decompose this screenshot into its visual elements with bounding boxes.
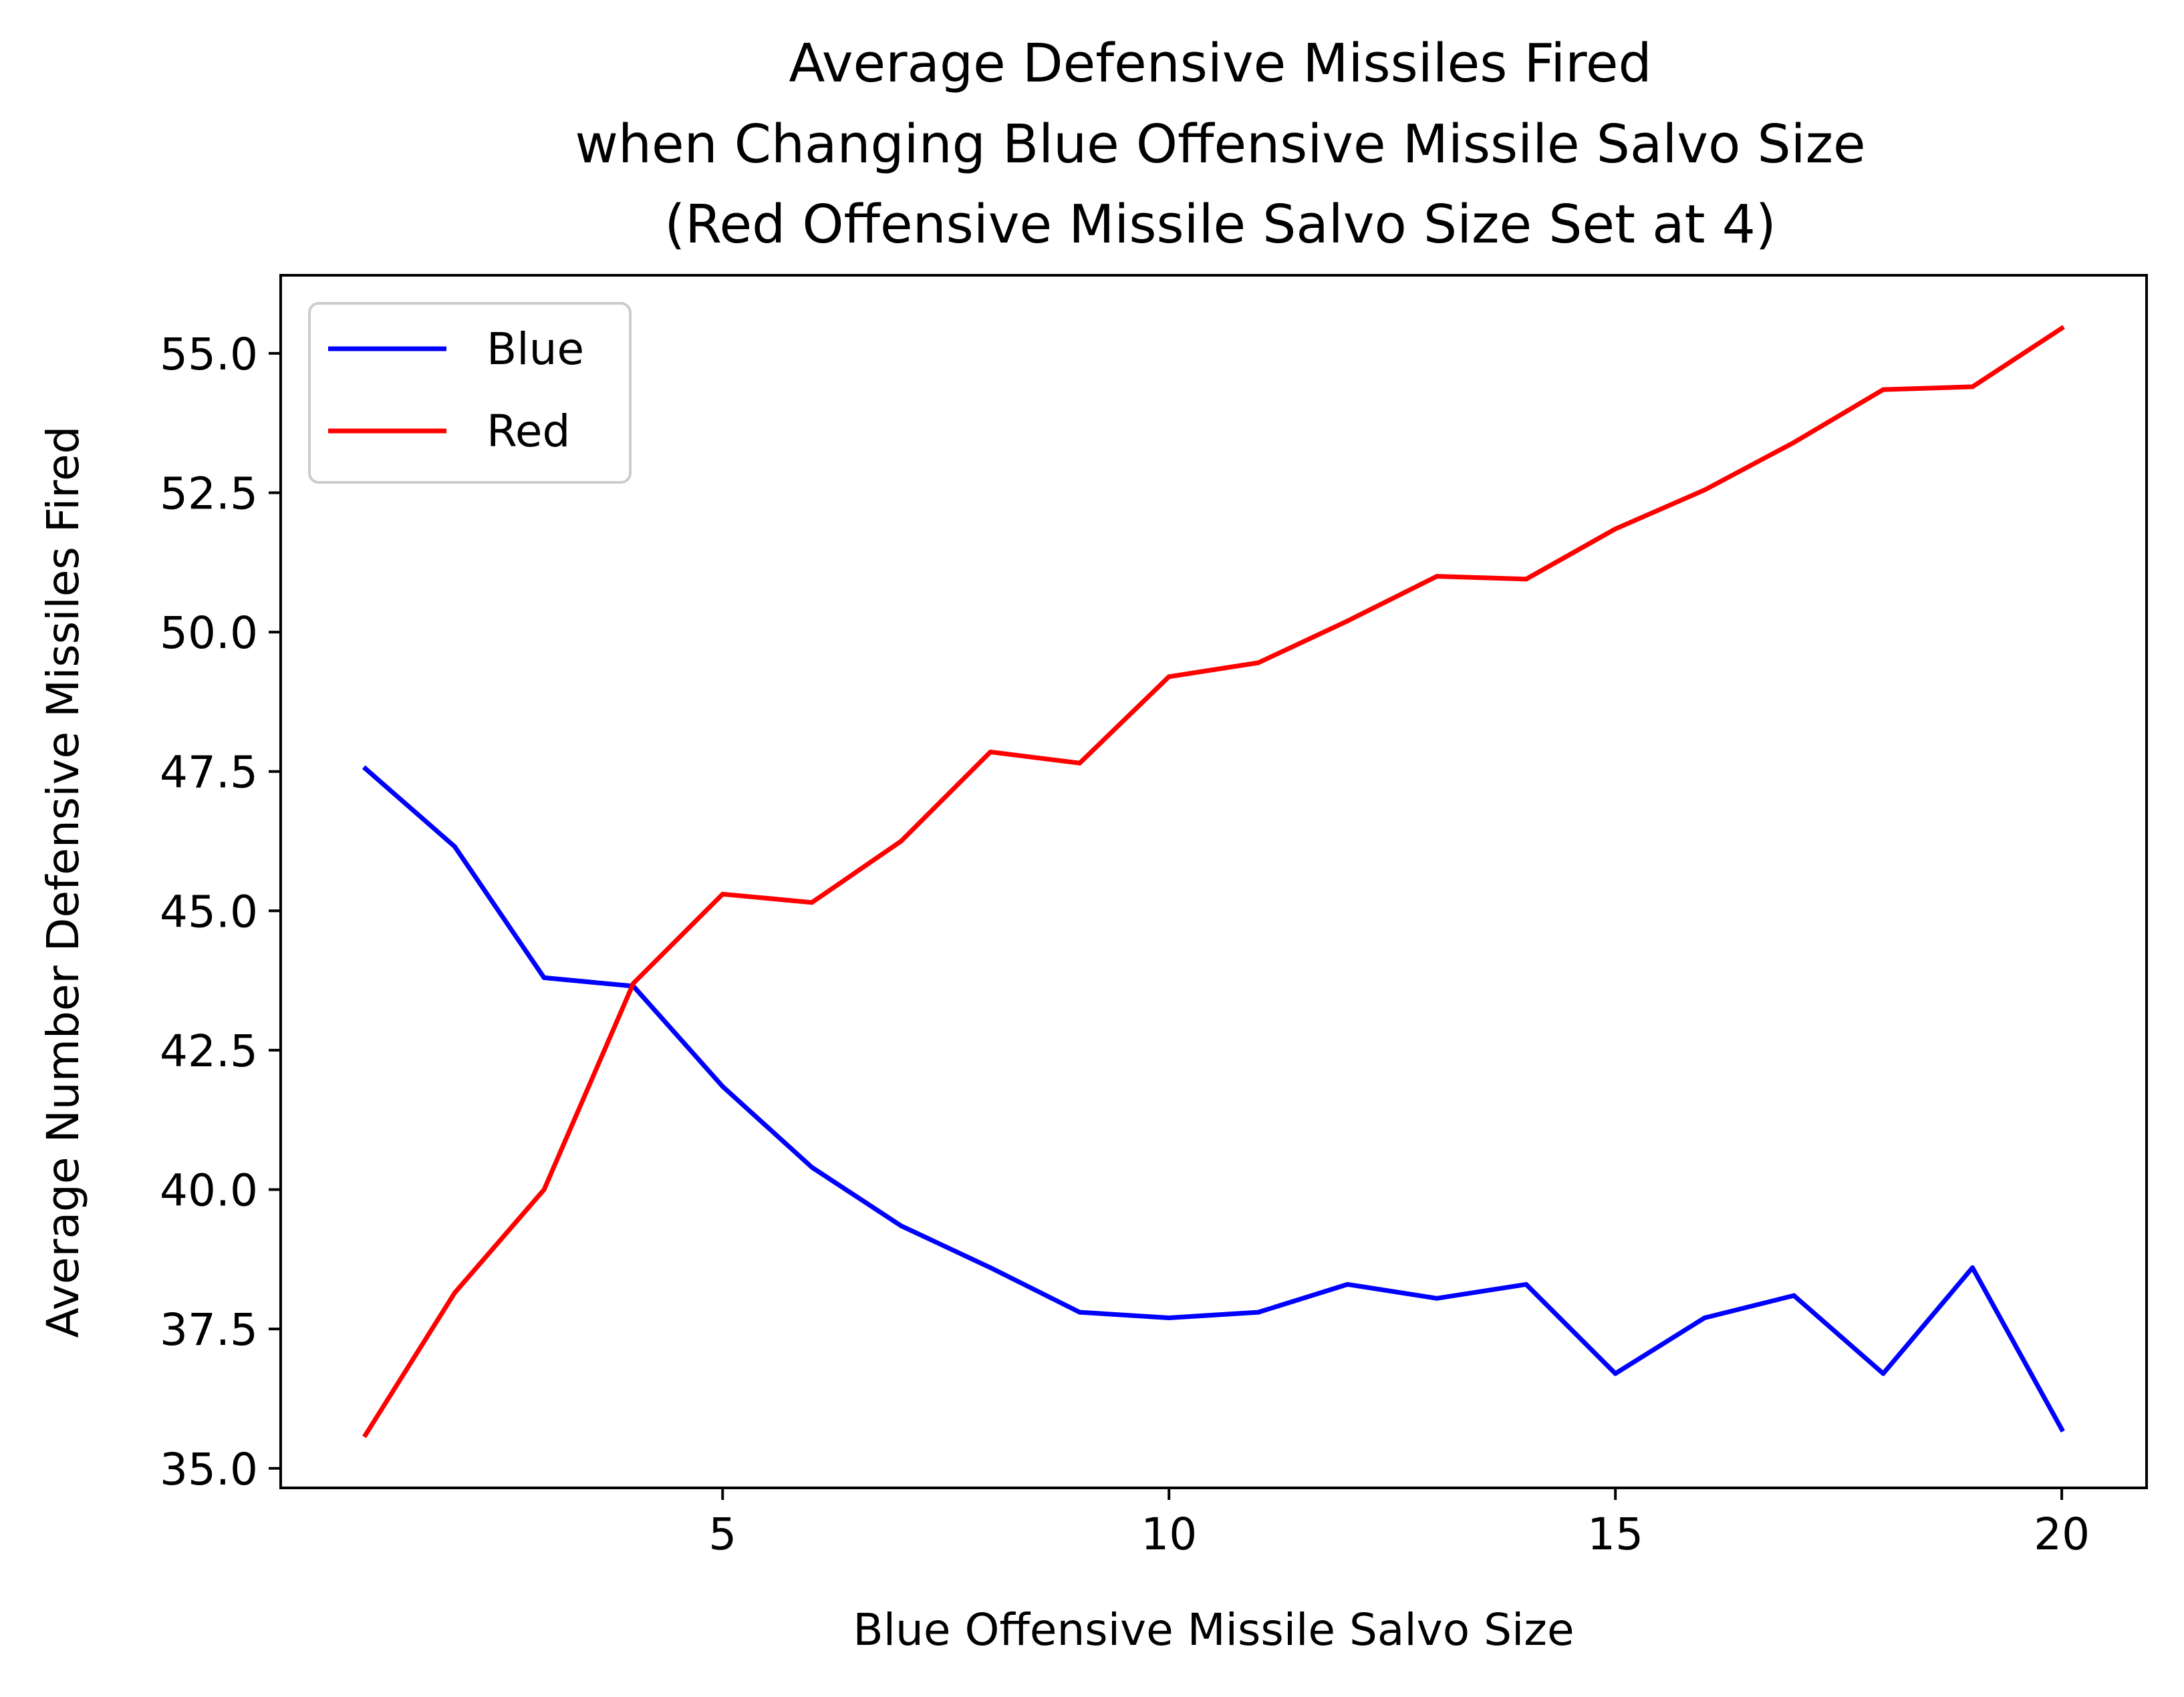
y-tick-label: 45.0 [160, 886, 258, 937]
data-point-red [1970, 384, 1975, 390]
series-line-blue [362, 765, 2065, 1433]
y-tick-label: 52.5 [160, 468, 258, 519]
data-point-red [452, 1290, 457, 1295]
data-point-blue [1702, 1316, 1708, 1320]
data-point-blue [1791, 1293, 1796, 1298]
data-point-red [1881, 387, 1886, 392]
data-point-red [363, 1432, 368, 1438]
data-point-blue [1613, 1371, 1618, 1376]
series-lines [362, 325, 2065, 1438]
data-point-blue [988, 1265, 993, 1270]
data-point-red [1345, 618, 1350, 623]
data-point-red [809, 900, 815, 905]
data-point-blue [1881, 1371, 1886, 1376]
data-point-blue [363, 766, 368, 771]
data-point-blue [1166, 1316, 1172, 1320]
data-point-blue [541, 975, 547, 980]
data-point-red [1077, 760, 1083, 766]
data-point-blue [1970, 1265, 1975, 1270]
y-tick-label: 47.5 [160, 747, 258, 798]
data-point-blue [2059, 1426, 2064, 1432]
y-tick-label: 40.0 [160, 1165, 258, 1217]
data-point-red [1702, 487, 1708, 492]
data-point-red [2059, 325, 2064, 331]
plot-frame [279, 274, 2148, 1489]
y-tick-label: 42.5 [160, 1026, 258, 1077]
legend-label-blue: Blue [487, 323, 584, 375]
x-axis-label: Blue Offensive Missile Salvo Size [853, 1604, 1574, 1656]
data-point-blue [1345, 1281, 1350, 1287]
series-line-red [362, 325, 2065, 1438]
x-tick-label: 5 [708, 1509, 736, 1560]
y-tick-label: 35.0 [160, 1444, 258, 1495]
data-point-red [1166, 674, 1172, 679]
y-tick-label: 50.0 [160, 607, 258, 659]
chart-title-line-3: (Red Offensive Missile Salvo Size Set at… [664, 194, 1776, 255]
data-point-blue [809, 1165, 815, 1170]
data-point-red [1791, 440, 1796, 445]
data-point-red [1434, 574, 1440, 579]
chart-title-line-1: Average Defensive Missiles Fired [789, 33, 1651, 94]
legend: Blue Red [308, 302, 632, 484]
x-tick-label: 10 [1141, 1509, 1197, 1560]
data-point-red [541, 1187, 547, 1193]
x-tick-label: 15 [1587, 1509, 1643, 1560]
data-point-blue [1077, 1309, 1083, 1315]
data-point-blue [898, 1223, 904, 1229]
y-axis-ticks: 35.0 37.5 40.0 42.5 45.0 47.5 50.0 52.5 55.0 [160, 329, 281, 1495]
y-axis-label: Average Number Defensive Missiles Fired [37, 426, 89, 1338]
x-axis-ticks: 5 10 15 20 [708, 1488, 2090, 1560]
chart-title-line-2: when Changing Blue Offensive Missile Sal… [575, 114, 1865, 175]
data-point-blue [1524, 1281, 1529, 1287]
data-point-red [898, 838, 904, 844]
data-point-red [631, 981, 636, 986]
y-tick-label: 37.5 [160, 1304, 258, 1356]
data-point-blue [1434, 1295, 1440, 1301]
x-tick-label: 20 [2034, 1509, 2090, 1560]
y-tick-label: 55.0 [160, 329, 258, 380]
data-point-red [720, 891, 725, 897]
data-point-red [1256, 660, 1261, 665]
legend-label-red: Red [487, 406, 570, 457]
data-point-blue [452, 844, 457, 849]
data-point-red [988, 750, 993, 754]
data-point-red [1613, 526, 1618, 532]
data-point-blue [1256, 1309, 1261, 1315]
data-point-blue [720, 1084, 725, 1089]
data-point-red [1524, 577, 1529, 582]
